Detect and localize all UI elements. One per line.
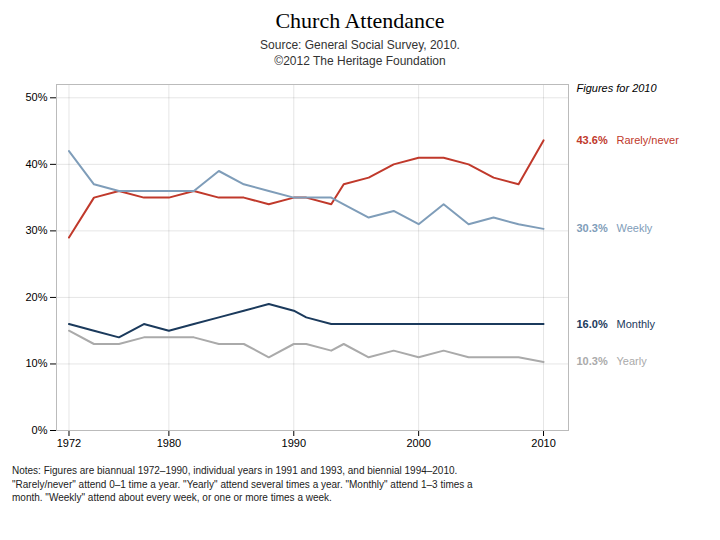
svg-text:40%: 40% [25, 158, 47, 170]
svg-text:50%: 50% [25, 91, 47, 103]
svg-text:Figures for 2010: Figures for 2010 [577, 82, 658, 94]
html-text:Notes: Figures are biannual 19: Notes: Figures are biannual 1972–1990, i… [12, 465, 473, 503]
svg-text:10%: 10% [25, 357, 47, 369]
svg-text:20%: 20% [25, 291, 47, 303]
html-text:©2012 The Heritage Foundation: ©2012 The Heritage Foundation [274, 54, 446, 68]
svg-text:2000: 2000 [406, 437, 430, 449]
svg-text:Weekly: Weekly [617, 222, 653, 234]
svg-text:2010: 2010 [531, 437, 555, 449]
svg-text:16.0%: 16.0% [577, 318, 608, 330]
html-text:Source: General Social Survey,: Source: General Social Survey, 2010. [260, 38, 460, 52]
svg-text:10.3%: 10.3% [577, 355, 608, 367]
svg-text:1980: 1980 [157, 437, 181, 449]
svg-text:Yearly: Yearly [617, 355, 648, 367]
svg-text:1990: 1990 [282, 437, 306, 449]
svg-text:Rarely/never: Rarely/never [617, 134, 680, 146]
svg-text:30%: 30% [25, 224, 47, 236]
svg-text:30.3%: 30.3% [577, 222, 608, 234]
svg-text:1972: 1972 [57, 437, 81, 449]
html-text:Church Attendance: Church Attendance [275, 8, 445, 33]
svg-text:Monthly: Monthly [617, 318, 656, 330]
svg-text:43.6%: 43.6% [577, 134, 608, 146]
svg-text:0%: 0% [32, 424, 48, 436]
